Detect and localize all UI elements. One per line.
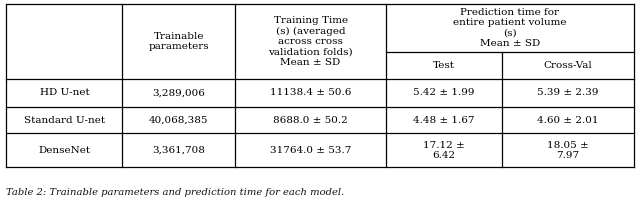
Text: Cross-Val: Cross-Val [543, 61, 592, 70]
Text: Training Time
(s) (averaged
across cross
validation folds)
Mean ± SD: Training Time (s) (averaged across cross… [268, 16, 353, 67]
Text: 31764.0 ± 53.7: 31764.0 ± 53.7 [270, 146, 351, 155]
Text: Prediction time for
entire patient volume
(s)
Mean ± SD: Prediction time for entire patient volum… [453, 8, 566, 48]
Text: 18.05 ±
7.97: 18.05 ± 7.97 [547, 141, 589, 160]
Text: 4.48 ± 1.67: 4.48 ± 1.67 [413, 116, 475, 125]
Text: 11138.4 ± 50.6: 11138.4 ± 50.6 [270, 89, 351, 97]
Text: 40,068,385: 40,068,385 [149, 116, 209, 125]
Text: 3,361,708: 3,361,708 [152, 146, 205, 155]
Text: 17.12 ±
6.42: 17.12 ± 6.42 [423, 141, 465, 160]
Text: Test: Test [433, 61, 455, 70]
Text: 4.60 ± 2.01: 4.60 ± 2.01 [537, 116, 598, 125]
Text: HD U-net: HD U-net [40, 89, 90, 97]
Text: DenseNet: DenseNet [38, 146, 91, 155]
Text: 5.39 ± 2.39: 5.39 ± 2.39 [537, 89, 598, 97]
Text: 3,289,006: 3,289,006 [152, 89, 205, 97]
Text: Standard U-net: Standard U-net [24, 116, 106, 125]
Text: Trainable
parameters: Trainable parameters [148, 32, 209, 51]
Text: 5.42 ± 1.99: 5.42 ± 1.99 [413, 89, 475, 97]
Text: 8688.0 ± 50.2: 8688.0 ± 50.2 [273, 116, 348, 125]
Text: Table 2: Trainable parameters and prediction time for each model.: Table 2: Trainable parameters and predic… [6, 188, 345, 197]
